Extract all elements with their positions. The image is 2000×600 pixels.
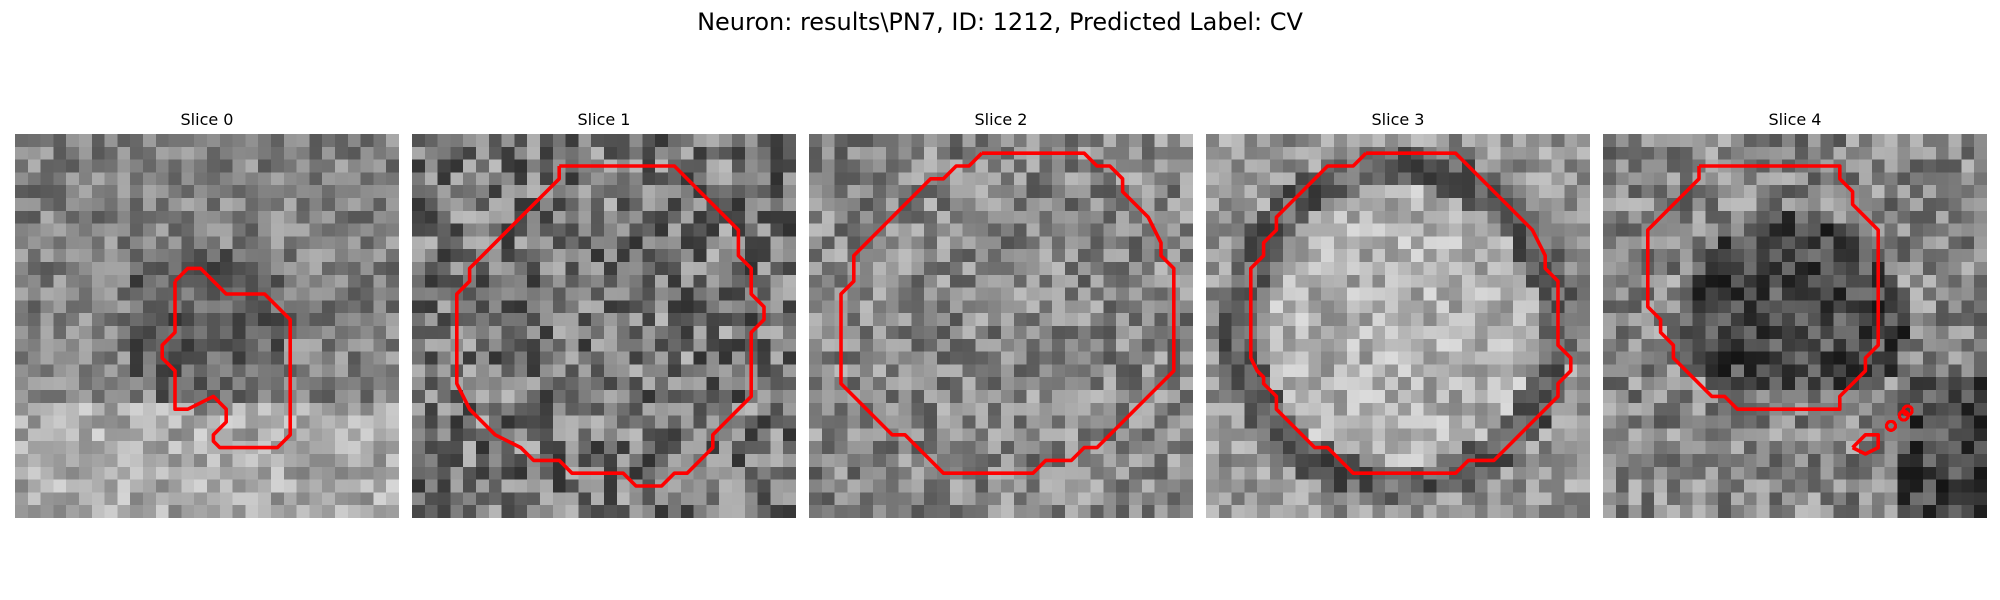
slice-image-4 [1603, 134, 1987, 518]
slice-pixels-3 [1206, 134, 1590, 518]
contour-point-marker [1884, 419, 1898, 432]
neuron-contour-0 [160, 266, 292, 450]
figure-title: Neuron: results\PN7, ID: 1212, Predicted… [697, 8, 1303, 36]
slice-panel-0: Slice 0 [15, 110, 399, 518]
slice-image-1 [412, 134, 796, 518]
neuron-contour-4b [1851, 433, 1880, 456]
slice-title-3: Slice 3 [1371, 110, 1425, 129]
neuron-contour-4 [1646, 164, 1880, 411]
slice-pixels-1 [412, 134, 796, 518]
slice-pixels-0 [15, 134, 399, 518]
slice-image-2 [809, 134, 1193, 518]
slice-title-2: Slice 2 [974, 110, 1028, 129]
slice-title-0: Slice 0 [180, 110, 234, 129]
slice-panel-4: Slice 4 [1603, 110, 1987, 518]
slice-image-3 [1206, 134, 1590, 518]
slice-pixels-2 [809, 134, 1193, 518]
neuron-contour-2 [839, 151, 1176, 475]
slice-image-0 [15, 134, 399, 518]
neuron-contour-3 [1249, 151, 1573, 475]
slice-panel-1: Slice 1 [412, 110, 796, 518]
slice-panel-2: Slice 2 [809, 110, 1193, 518]
neuron-contour-1 [455, 164, 766, 488]
contour-point-marker [1901, 404, 1914, 417]
slice-pixels-4 [1603, 134, 1987, 518]
slice-panel-3: Slice 3 [1206, 110, 1590, 518]
slice-title-4: Slice 4 [1768, 110, 1822, 129]
slice-title-1: Slice 1 [577, 110, 631, 129]
